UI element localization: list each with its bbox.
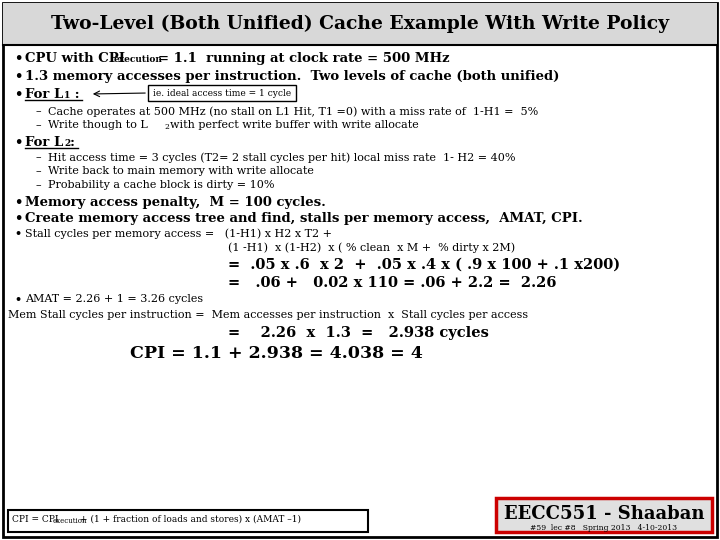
Text: •: •: [14, 88, 22, 101]
Text: =  .05 x .6  x 2  +  .05 x .4 x ( .9 x 100 + .1 x200): = .05 x .6 x 2 + .05 x .4 x ( .9 x 100 +…: [228, 258, 620, 272]
Text: #59  lec #8   Spring 2013   4-10-2013: #59 lec #8 Spring 2013 4-10-2013: [531, 524, 678, 532]
Text: :: :: [70, 136, 75, 149]
Text: Create memory access tree and find, stalls per memory access,  AMAT, CPI.: Create memory access tree and find, stal…: [25, 212, 582, 225]
Text: –: –: [35, 106, 41, 116]
Text: For L: For L: [25, 88, 63, 101]
Text: =    2.26  x  1.3  =   2.938 cycles: = 2.26 x 1.3 = 2.938 cycles: [228, 326, 489, 340]
Text: EECC551 - Shaaban: EECC551 - Shaaban: [504, 505, 704, 523]
Text: with perfect write buffer with write allocate: with perfect write buffer with write all…: [170, 120, 419, 130]
Bar: [8, 510, 368, 532]
Text: •: •: [14, 136, 22, 149]
Text: 2: 2: [64, 139, 71, 148]
Text: Memory access penalty,  M = 100 cycles.: Memory access penalty, M = 100 cycles.: [25, 196, 326, 209]
Text: = 1.1  running at clock rate = 500 MHz: = 1.1 running at clock rate = 500 MHz: [158, 52, 449, 65]
Text: Probability a cache block is dirty = 10%: Probability a cache block is dirty = 10%: [48, 180, 274, 190]
Text: •: •: [14, 52, 22, 65]
Text: (1 -H1)  x (1-H2)  x ( % clean  x M +  % dirty x 2M): (1 -H1) x (1-H2) x ( % clean x M + % dir…: [228, 242, 515, 253]
Text: Write though to L: Write though to L: [48, 120, 148, 130]
Text: •: •: [14, 228, 22, 239]
Text: 2: 2: [164, 123, 169, 131]
Text: + (1 + fraction of loads and stores) x (AMAT –1): + (1 + fraction of loads and stores) x (…: [80, 515, 301, 524]
Text: 1.3 memory accesses per instruction.  Two levels of cache (both unified): 1.3 memory accesses per instruction. Two…: [25, 70, 559, 83]
Text: ie. ideal access time = 1 cycle: ie. ideal access time = 1 cycle: [153, 89, 291, 98]
Text: For L: For L: [25, 136, 63, 149]
Text: •: •: [14, 196, 22, 209]
Text: CPI = 1.1 + 2.938 = 4.038 = 4: CPI = 1.1 + 2.938 = 4.038 = 4: [130, 345, 423, 362]
Text: –: –: [35, 180, 41, 190]
Text: Mem Stall cycles per instruction =  Mem accesses per instruction  x  Stall cycle: Mem Stall cycles per instruction = Mem a…: [8, 310, 528, 320]
Text: =   .06 +   0.02 x 110 = .06 + 2.2 =  2.26: = .06 + 0.02 x 110 = .06 + 2.2 = 2.26: [228, 276, 557, 290]
Text: execution: execution: [53, 517, 88, 525]
Text: Write back to main memory with write allocate: Write back to main memory with write all…: [48, 166, 314, 176]
Bar: [148, 85, 296, 101]
Bar: [3, 3, 717, 45]
Bar: [496, 498, 712, 532]
Text: execution: execution: [114, 55, 163, 64]
Text: :: :: [70, 88, 80, 101]
Text: •: •: [14, 70, 22, 83]
Text: –: –: [35, 166, 41, 176]
Text: –: –: [35, 152, 41, 162]
Text: •: •: [14, 212, 22, 225]
Text: •: •: [14, 294, 22, 305]
Text: Hit access time = 3 cycles (T2= 2 stall cycles per hit) local miss rate  1- H2 =: Hit access time = 3 cycles (T2= 2 stall …: [48, 152, 516, 163]
Text: CPU with CPI: CPU with CPI: [25, 52, 125, 65]
Text: AMAT = 2.26 + 1 = 3.26 cycles: AMAT = 2.26 + 1 = 3.26 cycles: [25, 294, 203, 304]
Text: –: –: [35, 120, 41, 130]
Text: Cache operates at 500 MHz (no stall on L1 Hit, T1 =0) with a miss rate of  1-H1 : Cache operates at 500 MHz (no stall on L…: [48, 106, 539, 117]
Text: CPI = CPI: CPI = CPI: [12, 515, 58, 524]
Text: Stall cycles per memory access =   (1-H1) x H2 x T2 +: Stall cycles per memory access = (1-H1) …: [25, 228, 332, 239]
Text: Two-Level (Both Unified) Cache Example With Write Policy: Two-Level (Both Unified) Cache Example W…: [51, 15, 669, 33]
Text: 1: 1: [64, 91, 71, 100]
